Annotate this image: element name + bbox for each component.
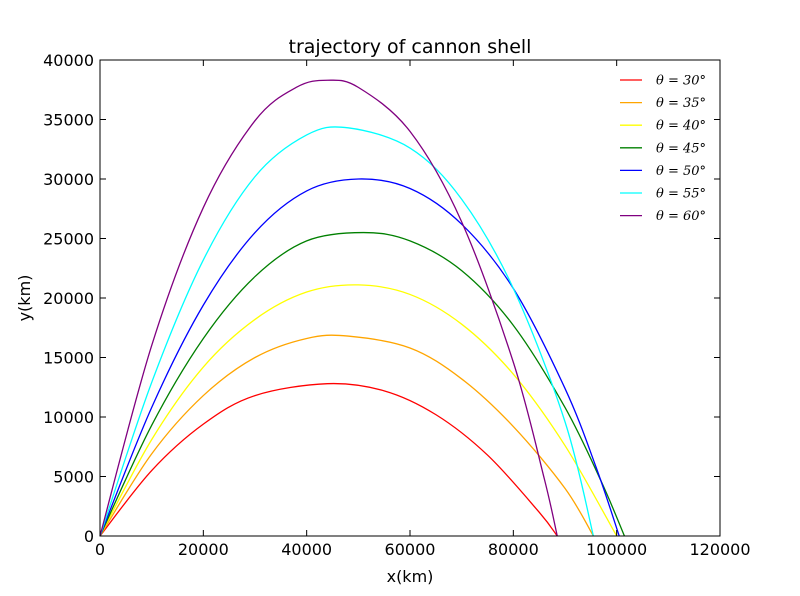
x-tick-label: 20000 xyxy=(178,540,229,559)
y-tick-label: 40000 xyxy=(43,51,94,70)
series-layer xyxy=(99,79,626,537)
legend-label-3: θ = 40° xyxy=(656,119,706,134)
legend-label-5: θ = 50° xyxy=(656,164,706,179)
legend-label-1: θ = 30° xyxy=(656,74,706,89)
series-line-3 xyxy=(99,284,618,537)
legend-label-7: θ = 60° xyxy=(656,209,706,224)
legend-label-6: θ = 55° xyxy=(656,187,706,202)
x-axis: 0 20000 40000 60000 80000 100000 120000 xyxy=(95,60,751,559)
y-tick-label: 20000 xyxy=(43,289,94,308)
x-tick-label: 60000 xyxy=(385,540,436,559)
y-tick-label: 35000 xyxy=(43,111,94,130)
x-tick-label: 40000 xyxy=(281,540,332,559)
series-line-1 xyxy=(99,382,558,537)
y-tick-label: 10000 xyxy=(43,408,94,427)
series-line-2 xyxy=(99,334,594,537)
y-tick-label: 25000 xyxy=(43,230,94,249)
chart-title: trajectory of cannon shell xyxy=(289,36,532,58)
series-line-7 xyxy=(99,79,558,537)
x-tick-label: 80000 xyxy=(488,540,539,559)
x-tick-label: 100000 xyxy=(586,540,647,559)
y-tick-label: 5000 xyxy=(53,468,94,487)
x-tick-label: 120000 xyxy=(689,540,750,559)
legend-label-4: θ = 45° xyxy=(656,141,706,156)
series-line-4 xyxy=(99,231,626,537)
series-line-6 xyxy=(99,126,595,537)
x-tick-label: 0 xyxy=(95,540,105,559)
x-axis-label: x(km) xyxy=(387,567,434,586)
y-tick-label: 15000 xyxy=(43,349,94,368)
y-axis: 0 5000 10000 15000 20000 25000 30000 35000 40000 xyxy=(43,51,720,546)
series-line-5 xyxy=(99,178,620,537)
y-tick-label: 0 xyxy=(84,527,94,546)
y-tick-label: 30000 xyxy=(43,170,94,189)
legend-label-2: θ = 35° xyxy=(656,96,706,111)
y-axis-label: y(km) xyxy=(15,275,34,322)
legend: θ = 30° θ = 35° θ = 40° θ = 45° θ = 50° θ = 5… xyxy=(620,74,706,224)
